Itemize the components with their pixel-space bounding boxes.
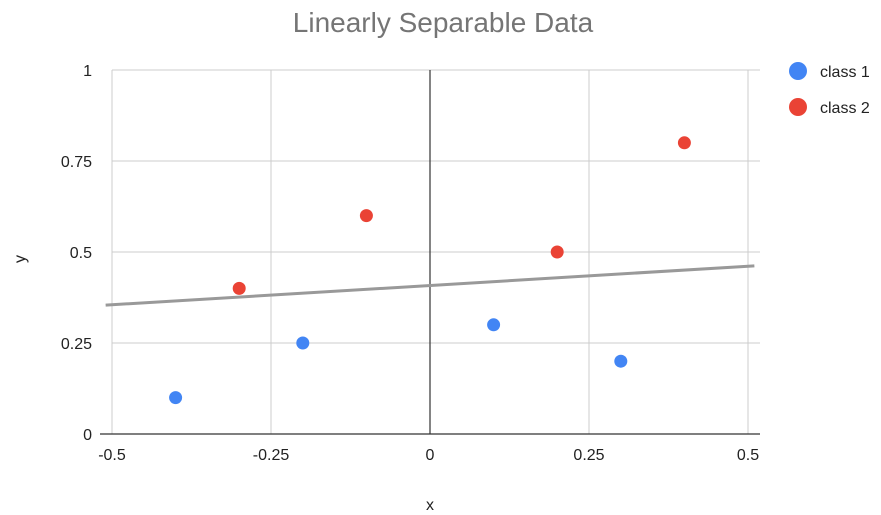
data-point-class-1 [614, 354, 628, 368]
legend-marker [789, 62, 807, 80]
legend-label: class 1 [820, 64, 870, 81]
legend-marker [789, 98, 807, 116]
legend-label: class 2 [820, 100, 870, 117]
separator-line [105, 264, 755, 307]
x-axis-label: x [426, 497, 434, 514]
x-axis-ticks: -0.5 -0.25 0 0.25 0.5 [98, 447, 759, 464]
x-tick-label: 0.5 [737, 447, 759, 464]
y-tick-label: 0 [83, 427, 92, 444]
axes [100, 70, 760, 435]
y-tick-label: 0.25 [61, 336, 92, 353]
legend: class 1 class 2 [789, 62, 870, 117]
x-tick-label: -0.25 [253, 447, 290, 464]
x-tick-label: 0.25 [573, 447, 604, 464]
data-point-class-2 [677, 136, 691, 150]
data-point-class-2 [359, 209, 373, 223]
x-tick-label: 0 [426, 447, 435, 464]
separator-line-group [105, 264, 755, 307]
y-tick-label: 0.75 [61, 154, 92, 171]
data-point-class-1 [296, 336, 310, 350]
grid-lines [111, 69, 760, 434]
x-tick-label: -0.5 [98, 447, 126, 464]
y-axis-ticks: 0 0.25 0.5 0.75 1 [61, 63, 92, 444]
chart-title: Linearly Separable Data [293, 7, 594, 38]
data-points [169, 136, 691, 405]
data-point-class-1 [169, 391, 183, 405]
y-tick-label: 0.5 [70, 245, 92, 262]
y-axis-label: y [12, 255, 29, 263]
data-point-class-2 [550, 245, 564, 259]
data-point-class-1 [487, 318, 501, 332]
data-point-class-2 [232, 281, 246, 295]
y-tick-label: 1 [83, 63, 92, 80]
